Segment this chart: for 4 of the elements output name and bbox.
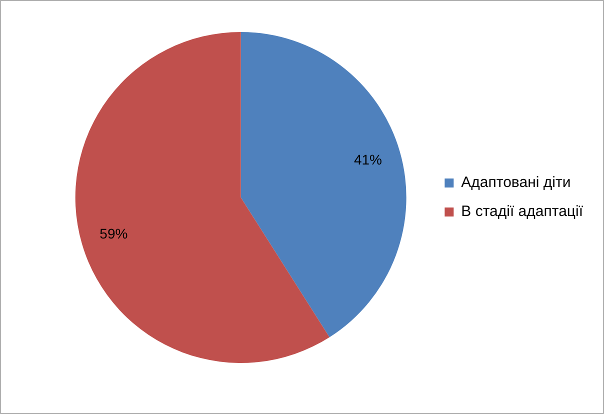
legend-label: В стадії адаптації <box>461 203 584 220</box>
data-label: 41% <box>354 151 382 168</box>
legend-label: Адаптовані діти <box>461 174 571 192</box>
data-label: 59% <box>100 225 128 242</box>
